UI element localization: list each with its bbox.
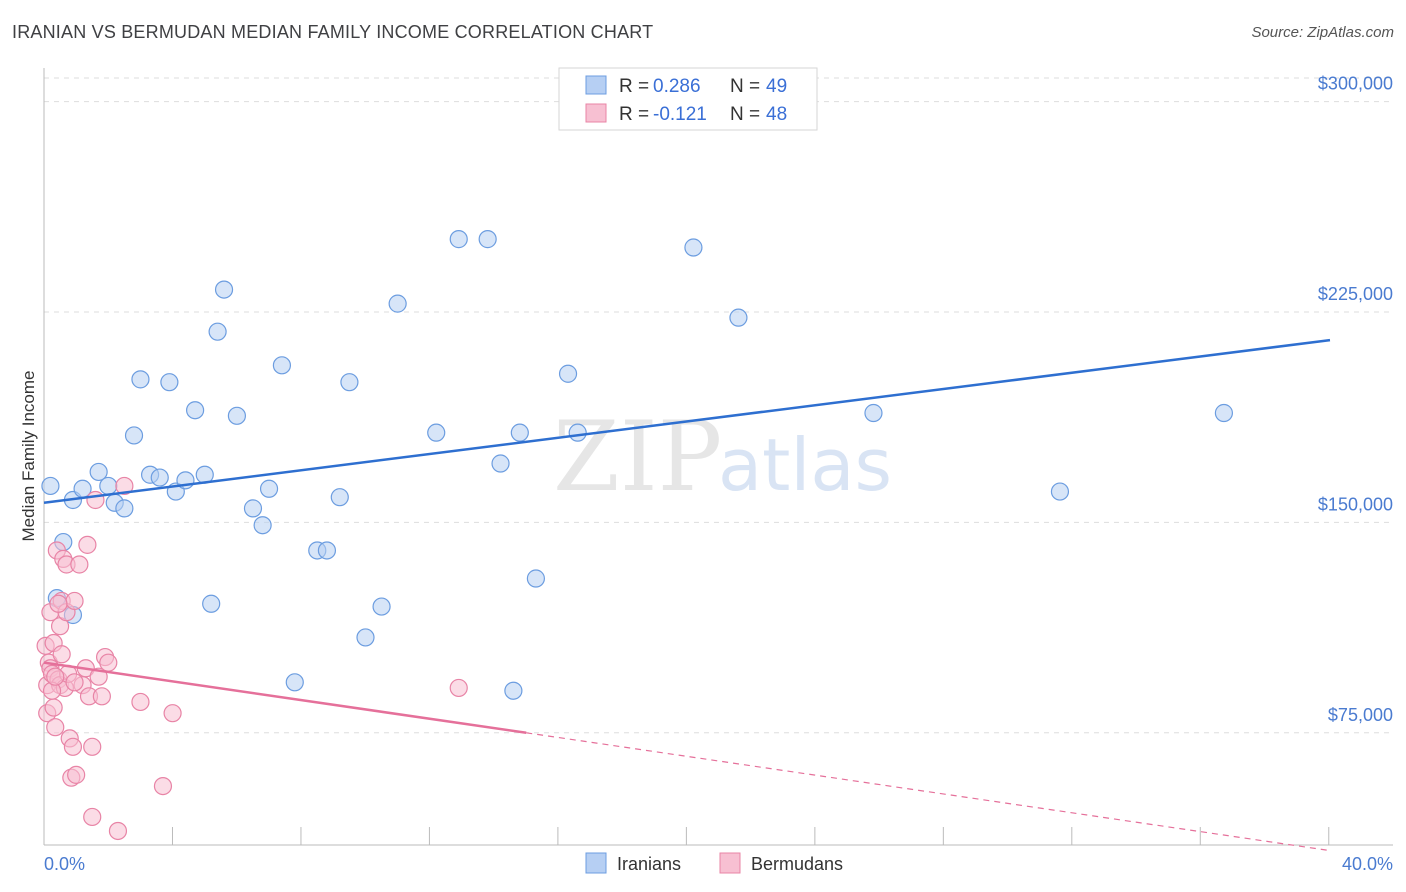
point-bermudans — [70, 555, 89, 574]
point-iranians — [214, 280, 234, 299]
y-axis-label: Median Family Income — [19, 370, 38, 541]
legend-n-label-iranians: N = — [730, 76, 760, 97]
point-bermudans — [86, 490, 105, 510]
point-bermudans — [99, 653, 118, 672]
x-tick-labels: 0.0% 40.0% — [44, 854, 1393, 874]
point-bermudans — [449, 678, 468, 698]
point-iranians — [285, 673, 304, 692]
point-iranians — [491, 454, 510, 473]
legend-r-value-bermudans: -0.121 — [653, 104, 707, 125]
point-iranians — [259, 479, 279, 498]
correlation-legend: R = 0.286 N = 49 R = -0.121 N = 48 — [558, 67, 818, 131]
point-bermudans — [52, 645, 71, 664]
y-tick-labels: $75,000 $150,000 $225,000 $300,000 — [1318, 74, 1393, 725]
legend-r-value-iranians: 0.286 — [653, 76, 701, 97]
series-legend: Iranians Bermudans — [585, 852, 843, 874]
point-iranians — [427, 423, 446, 442]
y-tick-label: $150,000 — [1318, 494, 1393, 514]
point-iranians — [89, 462, 108, 482]
point-iranians — [160, 373, 179, 392]
point-bermudans — [83, 807, 102, 827]
x-tick-label-max: 40.0% — [1342, 854, 1393, 874]
point-iranians — [356, 628, 375, 647]
point-bermudans — [115, 476, 134, 496]
trend-line-bermudans — [43, 661, 527, 735]
point-bermudans — [67, 765, 86, 784]
point-iranians — [526, 569, 545, 588]
point-iranians — [99, 476, 118, 496]
point-bermudans — [78, 535, 97, 554]
point-bermudans — [92, 687, 111, 706]
legend-n-value-bermudans: 48 — [766, 104, 787, 125]
point-bermudans — [65, 591, 84, 611]
point-bermudans — [163, 704, 182, 723]
point-iranians — [478, 230, 497, 249]
y-tick-label: $75,000 — [1328, 705, 1393, 725]
series-legend-swatch-iranians — [585, 852, 607, 874]
point-iranians — [449, 230, 468, 249]
watermark-atlas: atlas — [718, 423, 892, 507]
point-bermudans — [44, 698, 63, 717]
y-tick-label: $225,000 — [1318, 284, 1393, 304]
point-iranians — [558, 364, 578, 383]
point-iranians — [317, 541, 337, 560]
legend-r-label-iranians: R = — [619, 76, 649, 97]
point-bermudans — [63, 737, 83, 756]
point-iranians — [568, 423, 587, 442]
point-iranians — [186, 401, 205, 420]
trend-lines — [43, 338, 1331, 852]
point-iranians — [124, 426, 144, 445]
point-iranians — [372, 597, 391, 616]
point-bermudans — [153, 776, 173, 796]
legend-swatch-iranians — [585, 75, 607, 95]
point-iranians — [504, 681, 523, 700]
legend-n-label-bermudans: N = — [730, 104, 760, 125]
point-iranians — [208, 322, 227, 341]
point-bermudans — [131, 692, 150, 712]
point-iranians — [131, 370, 150, 389]
point-iranians — [1214, 403, 1234, 423]
point-iranians — [115, 499, 134, 518]
point-iranians — [227, 406, 246, 425]
series-legend-label-bermudans: Bermudans — [751, 854, 843, 874]
point-iranians — [340, 373, 359, 392]
point-iranians — [272, 356, 292, 375]
legend-r-label-bermudans: R = — [619, 104, 649, 125]
point-bermudans — [49, 594, 68, 613]
legend-swatch-bermudans — [585, 103, 607, 123]
watermark: ZIP atlas — [553, 401, 892, 513]
point-bermudans — [46, 667, 65, 686]
point-iranians — [684, 238, 703, 257]
point-iranians — [41, 476, 60, 496]
watermark-zip: ZIP — [553, 401, 722, 513]
y-tick-label: $300,000 — [1318, 74, 1393, 94]
point-bermudans — [46, 718, 65, 737]
point-iranians — [729, 308, 748, 327]
point-iranians — [243, 499, 263, 518]
legend-n-value-iranians: 49 — [766, 76, 787, 97]
point-iranians — [330, 488, 349, 507]
series-legend-label-iranians: Iranians — [617, 854, 681, 874]
data-points — [36, 230, 1234, 841]
series-legend-swatch-bermudans — [719, 852, 741, 874]
x-tick-label-min: 0.0% — [44, 854, 85, 874]
point-bermudans — [108, 821, 128, 841]
chart-source: Source: ZipAtlas.com — [1251, 24, 1394, 41]
point-iranians — [864, 403, 883, 423]
chart-title: IRANIAN VS BERMUDAN MEDIAN FAMILY INCOME… — [12, 22, 654, 42]
point-iranians — [202, 594, 221, 613]
point-iranians — [253, 516, 272, 535]
point-bermudans — [83, 737, 102, 756]
point-iranians — [510, 423, 529, 442]
point-iranians — [150, 468, 169, 487]
trend-line-iranians — [43, 338, 1331, 505]
point-iranians — [1050, 482, 1070, 501]
point-iranians — [388, 294, 407, 313]
trend-extension-bermudans — [526, 732, 1331, 852]
point-bermudans — [65, 673, 84, 692]
